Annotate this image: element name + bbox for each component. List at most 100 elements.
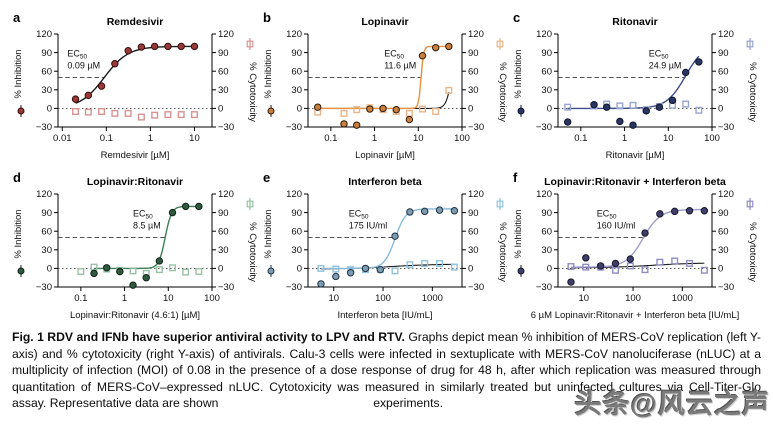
svg-text:30: 30 <box>218 85 229 96</box>
watermark: 头条@风云之声 <box>574 389 770 419</box>
svg-text:0.1: 0.1 <box>574 133 587 144</box>
svg-text:0: 0 <box>47 104 52 115</box>
panel-title: Lopinavir:Ritonavir + Interferon beta <box>544 176 726 188</box>
svg-text:−30: −30 <box>286 282 302 293</box>
svg-text:120: 120 <box>468 189 484 200</box>
svg-text:60: 60 <box>718 226 729 237</box>
panel-letter: c <box>513 10 520 25</box>
svg-text:10: 10 <box>189 133 200 144</box>
y-axis-ticks: 120 120 90 90 60 60 30 30 0 0 −30 −30 <box>536 29 734 133</box>
x-axis-ticks: 0.01 0.1 1 10 <box>53 127 200 144</box>
svg-text:1000: 1000 <box>422 293 443 304</box>
svg-text:0.01: 0.01 <box>53 133 72 144</box>
svg-text:120: 120 <box>218 189 234 200</box>
svg-text:100: 100 <box>204 293 220 304</box>
svg-text:−30: −30 <box>36 122 52 133</box>
chart-panel-b: 120 120 90 90 60 60 30 30 0 0 −30 −30 0.1 1 10 100 b Lopi… <box>263 10 508 161</box>
svg-text:60: 60 <box>468 66 479 77</box>
panel-letter: a <box>13 10 21 25</box>
svg-text:90: 90 <box>468 48 479 59</box>
svg-text:90: 90 <box>468 208 479 219</box>
cytotoxicity-marker-icon <box>496 200 504 208</box>
y-axis-ticks: 120 120 90 90 60 60 30 30 0 0 −30 −30 <box>36 189 234 293</box>
caption-title: Fig. 1 RDV and IFNb have superior antivi… <box>12 330 405 344</box>
svg-text:−30: −30 <box>718 122 734 133</box>
svg-text:30: 30 <box>41 245 52 256</box>
cytotoxicity-points <box>72 107 198 121</box>
caption-end: experiments. <box>373 396 443 411</box>
svg-text:120: 120 <box>36 29 52 40</box>
svg-text:100: 100 <box>454 133 470 144</box>
svg-text:−30: −30 <box>536 122 552 133</box>
svg-text:30: 30 <box>468 85 479 96</box>
right-y-axis-label: % Cytotoxicity <box>747 222 758 282</box>
ec50-value: 24.9 µM <box>649 60 682 70</box>
inhibition-marker-icon <box>267 267 275 275</box>
svg-text:0: 0 <box>218 104 223 115</box>
left-y-axis-label: % Inhibition <box>13 209 24 258</box>
svg-text:10: 10 <box>663 133 674 144</box>
svg-text:90: 90 <box>41 208 52 219</box>
svg-text:120: 120 <box>536 29 552 40</box>
svg-text:120: 120 <box>536 189 552 200</box>
y-axis-ticks: 120 120 90 90 60 60 30 30 0 0 −30 −30 <box>286 189 484 293</box>
left-y-axis-label: % Inhibition <box>263 49 274 98</box>
ec50-value: 160 IU/ml <box>597 220 636 230</box>
svg-text:90: 90 <box>291 208 302 219</box>
panel-title: Remdesivir <box>107 16 164 28</box>
x-axis-label: Lopinavir:Ritonavir (4.6:1) [µM] <box>70 310 200 321</box>
chart-panel-e: 120 120 90 90 60 60 30 30 0 0 −30 −30 10 100 1000 e Inte… <box>263 170 508 321</box>
svg-text:10: 10 <box>163 293 174 304</box>
inhibition-points <box>90 202 203 289</box>
inhibition-fit-curve <box>94 205 199 270</box>
svg-text:0: 0 <box>468 264 473 275</box>
ec50-label: EC50 <box>349 208 369 220</box>
cytotoxicity-marker-icon <box>746 200 754 208</box>
ec50-label: EC50 <box>649 48 669 60</box>
svg-text:60: 60 <box>41 66 52 77</box>
svg-text:0: 0 <box>218 264 223 275</box>
right-y-axis-label: % Cytotoxicity <box>747 62 758 122</box>
inhibition-marker-icon <box>17 107 25 115</box>
svg-text:100: 100 <box>375 293 391 304</box>
panel-letter: e <box>263 170 270 185</box>
svg-text:90: 90 <box>541 208 552 219</box>
svg-text:10: 10 <box>578 293 589 304</box>
cytotoxicity-marker-icon <box>746 40 754 48</box>
svg-text:0: 0 <box>468 104 473 115</box>
svg-text:30: 30 <box>541 245 552 256</box>
cytotoxicity-marker-icon <box>246 200 254 208</box>
panel-letter: b <box>263 10 271 25</box>
inhibition-points <box>71 42 199 103</box>
left-y-axis-label: % Inhibition <box>13 49 24 98</box>
inhibition-fit-curve <box>320 208 455 270</box>
svg-text:60: 60 <box>291 226 302 237</box>
svg-text:−30: −30 <box>468 282 484 293</box>
svg-text:120: 120 <box>468 29 484 40</box>
left-y-axis-label: % Inhibition <box>513 209 524 258</box>
svg-text:30: 30 <box>468 245 479 256</box>
chart-panel-d: 120 120 90 90 60 60 30 30 0 0 −30 −30 0.1 1 10 100 d Lopi… <box>13 170 258 321</box>
panel-title: Lopinavir <box>361 16 408 28</box>
svg-text:0: 0 <box>297 264 302 275</box>
panel-letter: f <box>513 170 518 185</box>
svg-text:30: 30 <box>218 245 229 256</box>
inhibition-fit-curve <box>570 208 705 268</box>
ec50-label: EC50 <box>67 48 87 60</box>
x-axis-label: Lopinavir [µM] <box>355 150 415 161</box>
left-y-axis-label: % Inhibition <box>263 209 274 258</box>
svg-text:0.1: 0.1 <box>100 133 113 144</box>
y-axis-ticks: 120 120 90 90 60 60 30 30 0 0 −30 −30 <box>36 29 234 133</box>
svg-text:60: 60 <box>291 66 302 77</box>
svg-text:−30: −30 <box>536 282 552 293</box>
svg-text:120: 120 <box>718 189 734 200</box>
inhibition-points <box>563 58 703 129</box>
inhibition-marker-icon <box>517 267 525 275</box>
inhibition-marker-icon <box>517 107 525 115</box>
right-y-axis-label: % Cytotoxicity <box>497 222 508 282</box>
svg-text:30: 30 <box>291 85 302 96</box>
svg-text:0: 0 <box>547 264 552 275</box>
cytotoxicity-marker-icon <box>496 40 504 48</box>
right-y-axis-label: % Cytotoxicity <box>247 62 258 122</box>
